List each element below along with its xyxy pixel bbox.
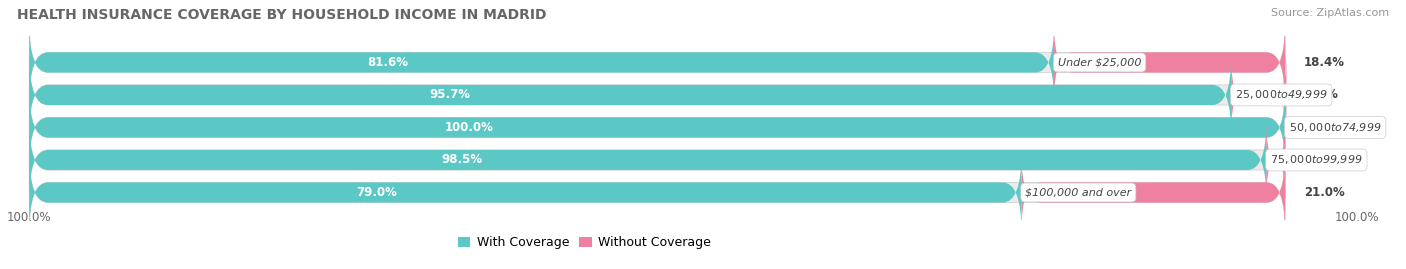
Text: $75,000 to $99,999: $75,000 to $99,999 xyxy=(1270,154,1362,167)
FancyBboxPatch shape xyxy=(1267,121,1285,199)
Text: 18.4%: 18.4% xyxy=(1303,56,1346,69)
FancyBboxPatch shape xyxy=(30,56,1232,134)
Text: $50,000 to $74,999: $50,000 to $74,999 xyxy=(1289,121,1382,134)
FancyBboxPatch shape xyxy=(30,56,1285,134)
Text: 79.0%: 79.0% xyxy=(356,186,396,199)
FancyBboxPatch shape xyxy=(30,154,1285,231)
Text: 98.5%: 98.5% xyxy=(441,154,482,167)
FancyBboxPatch shape xyxy=(1232,56,1286,134)
FancyBboxPatch shape xyxy=(30,121,1285,199)
FancyBboxPatch shape xyxy=(30,154,1021,231)
FancyBboxPatch shape xyxy=(30,24,1054,101)
Text: 1.5%: 1.5% xyxy=(1303,154,1337,167)
Text: $25,000 to $49,999: $25,000 to $49,999 xyxy=(1234,89,1327,101)
Text: 95.7%: 95.7% xyxy=(429,89,471,101)
Text: $100,000 and over: $100,000 and over xyxy=(1025,187,1132,197)
Text: 100.0%: 100.0% xyxy=(1334,211,1379,224)
FancyBboxPatch shape xyxy=(1054,24,1285,101)
Legend: With Coverage, Without Coverage: With Coverage, Without Coverage xyxy=(453,231,716,254)
Text: Under $25,000: Under $25,000 xyxy=(1057,58,1142,68)
Text: HEALTH INSURANCE COVERAGE BY HOUSEHOLD INCOME IN MADRID: HEALTH INSURANCE COVERAGE BY HOUSEHOLD I… xyxy=(17,8,547,22)
FancyBboxPatch shape xyxy=(30,24,1285,101)
FancyBboxPatch shape xyxy=(30,89,1285,166)
FancyBboxPatch shape xyxy=(30,89,1285,166)
Text: 100.0%: 100.0% xyxy=(444,121,494,134)
Text: 4.4%: 4.4% xyxy=(1305,89,1339,101)
FancyBboxPatch shape xyxy=(30,121,1267,199)
Text: 21.0%: 21.0% xyxy=(1303,186,1344,199)
Text: Source: ZipAtlas.com: Source: ZipAtlas.com xyxy=(1271,8,1389,18)
Text: 100.0%: 100.0% xyxy=(7,211,51,224)
Text: 81.6%: 81.6% xyxy=(367,56,409,69)
Text: 0.0%: 0.0% xyxy=(1310,121,1343,134)
FancyBboxPatch shape xyxy=(1021,154,1285,231)
